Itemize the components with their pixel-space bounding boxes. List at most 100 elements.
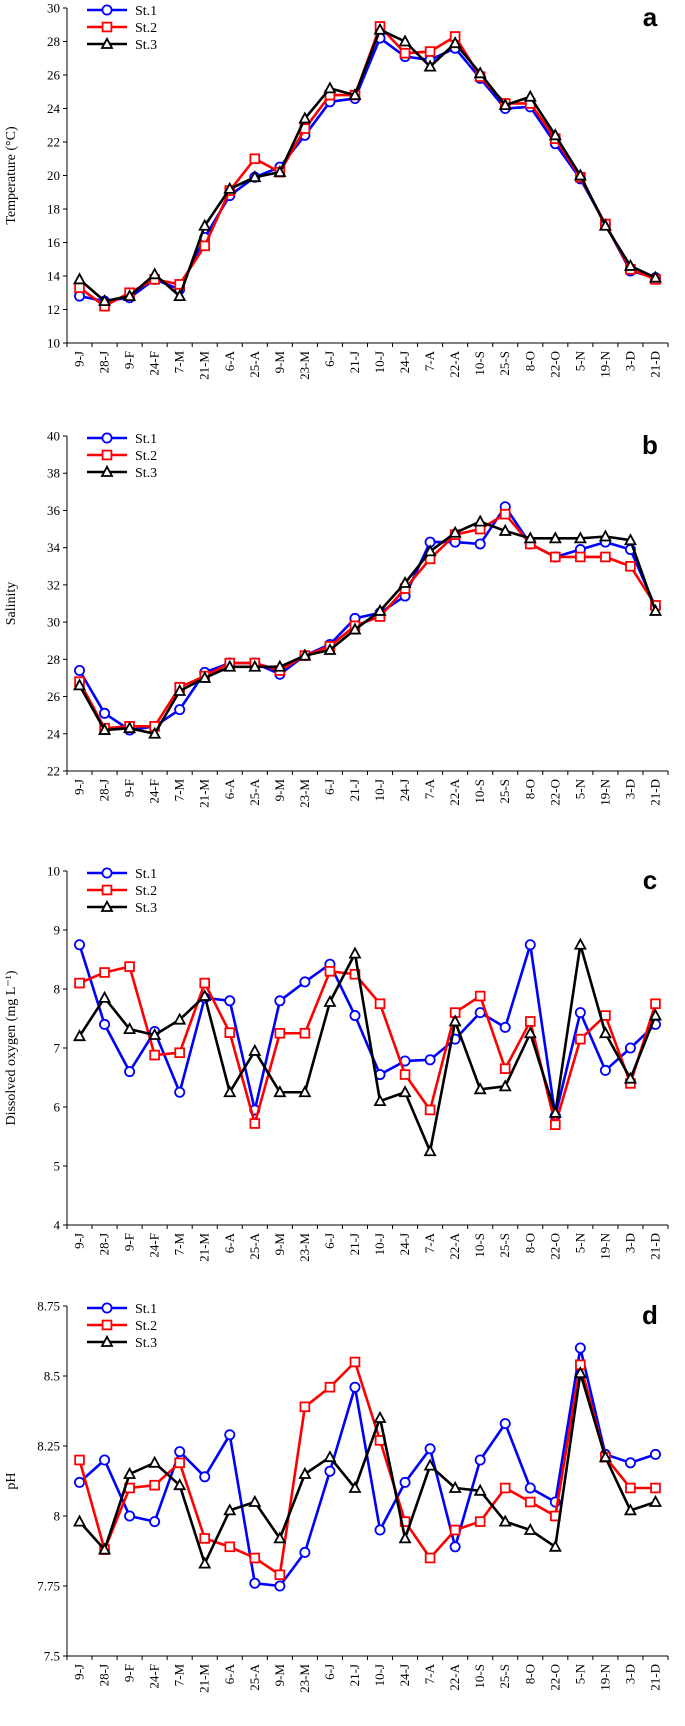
series-line [78,520,657,736]
data-point [148,267,162,280]
x-tick-label: 3-D [622,779,637,799]
y-tick-label: 24 [47,726,61,741]
x-tick-label: 9-J [72,351,87,367]
y-tick-label: 32 [47,577,60,592]
y-tick-label: 36 [47,503,61,518]
series-line [78,1360,656,1577]
data-point [474,990,486,1002]
x-tick-label: 21-D [647,779,662,806]
data-point [499,1418,511,1430]
series-line [78,943,657,1118]
data-point [98,722,112,735]
data-point [550,1119,561,1131]
x-tick-label: 7-A [422,1232,437,1253]
x-tick-label: 21-J [347,1233,362,1255]
data-point [648,270,662,283]
data-point [448,36,462,49]
data-point [423,59,437,72]
y-tick-label: 10 [47,336,60,351]
x-tick-label: 10-J [372,1664,387,1686]
x-tick-label: 22-A [447,778,462,805]
x-tick-label: 21-J [347,1664,362,1686]
data-point [398,34,412,47]
x-tick-label: 24-F [147,351,162,376]
data-point [648,603,662,616]
series-st3 [73,1366,662,1569]
data-point [575,1033,586,1045]
panel-b: 22 24 26 28 30 32 34 36 38 40 9-J 28-J 9-F 24-F 7-M 21-… [4,429,669,808]
data-point [199,977,211,989]
data-point [273,1531,287,1544]
x-tick-label: 3-D [622,1664,637,1684]
x-tick-label: 7-A [422,1663,437,1684]
data-point [623,1503,637,1516]
data-point [349,1010,361,1022]
x-tick-label: 9-F [122,351,137,369]
data-point [623,533,637,546]
x-tick-label: 25-A [247,350,262,377]
data-point [174,1086,186,1098]
y-tick-label: 6 [54,1100,61,1115]
legend: St.1 St.2 St.3 [87,1302,157,1351]
data-point [323,81,337,94]
data-point [575,551,586,563]
x-tick-label: 22-O [547,351,562,378]
data-point [224,1027,236,1038]
legend-marker [101,432,113,444]
x-tick-label: 8-O [522,779,537,799]
data-point [573,531,587,544]
x-tick-label: 7-M [172,779,187,802]
y-axis-label: Dissolved oxygen (mg L⁻¹) [4,970,19,1125]
data-point [198,988,212,1001]
x-tick-label: 21-M [197,779,212,808]
data-point [173,1012,187,1025]
data-point [348,1480,362,1493]
data-point [199,1471,211,1483]
x-tick-label: 9-M [272,1664,287,1687]
x-tick-label: 23-M [297,1664,312,1693]
data-point [99,1454,111,1466]
series-st1 [74,501,661,736]
series-line [78,28,657,303]
legend-marker [101,1319,113,1331]
data-point [573,168,587,181]
data-point [449,1541,461,1553]
data-point [548,1105,562,1118]
data-point [499,1482,511,1494]
series-st1 [74,1342,661,1592]
data-point [198,1556,212,1569]
x-tick-label: 7-A [422,350,437,371]
data-point [223,1503,237,1516]
x-tick-label: 24-J [397,779,412,801]
legend-label: St.3 [135,466,157,481]
series-line [78,1346,656,1588]
data-point [324,1381,336,1393]
panel-letter: b [642,430,658,460]
data-point [423,1144,437,1157]
data-point [650,998,661,1010]
data-point [398,575,412,588]
x-tick-label: 7-M [172,1233,187,1256]
data-point [298,1466,312,1479]
data-point [248,659,262,672]
data-point [249,1577,261,1589]
x-tick-label: 25-S [497,1664,512,1689]
series-st1 [74,32,661,307]
y-tick-label: 8.75 [37,1299,60,1314]
data-point [223,659,237,672]
y-tick-label: 8 [54,1509,61,1524]
data-point [573,937,587,950]
data-point [624,1042,636,1054]
x-tick-label: 7-A [422,778,437,799]
y-tick-label: 30 [47,1,60,16]
x-tick-label: 10-J [372,779,387,801]
legend-marker [100,899,114,912]
data-point [198,218,212,231]
x-tick-label: 9-M [272,779,287,802]
data-point [398,1531,412,1544]
data-point [74,1454,85,1466]
x-tick-label: 24-F [147,1233,162,1258]
x-tick-label: 23-M [297,1233,312,1262]
data-point [149,1479,160,1491]
data-point [274,995,286,1007]
